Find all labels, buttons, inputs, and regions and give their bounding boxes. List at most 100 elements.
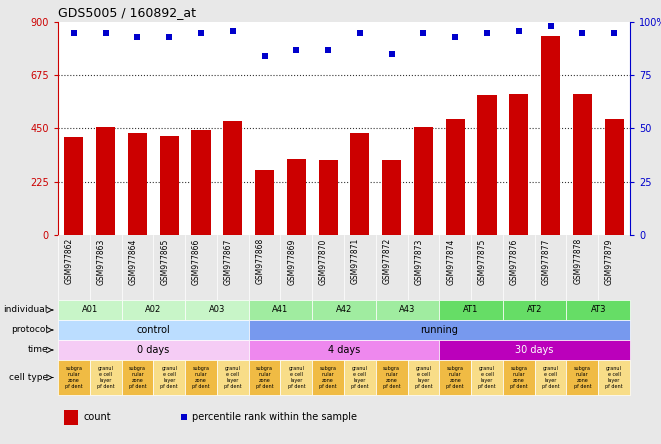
Text: GSM977878: GSM977878 — [573, 238, 582, 285]
Text: A02: A02 — [145, 305, 161, 314]
Text: GSM977879: GSM977879 — [605, 238, 614, 285]
Text: time: time — [27, 345, 48, 354]
Bar — [96, 127, 115, 235]
Bar — [312, 300, 375, 320]
Text: 0 days: 0 days — [137, 345, 169, 355]
Bar — [160, 135, 178, 235]
Bar — [440, 360, 471, 395]
Text: GSM977873: GSM977873 — [414, 238, 424, 285]
Text: control: control — [136, 325, 171, 335]
Text: 30 days: 30 days — [516, 345, 554, 355]
Bar — [350, 133, 369, 235]
Text: A41: A41 — [272, 305, 289, 314]
Bar — [375, 300, 440, 320]
Bar — [541, 36, 560, 235]
Text: GSM977866: GSM977866 — [192, 238, 201, 285]
Bar — [64, 137, 83, 235]
Text: subgra
nular
zone
pf dent: subgra nular zone pf dent — [319, 366, 337, 388]
Bar — [185, 360, 217, 395]
Text: GSM977864: GSM977864 — [128, 238, 137, 285]
Text: granul
e cell
layer
pf dent: granul e cell layer pf dent — [542, 366, 559, 388]
Text: GSM977875: GSM977875 — [478, 238, 487, 285]
Bar — [249, 320, 630, 340]
Text: GSM977876: GSM977876 — [510, 238, 519, 285]
Text: granul
e cell
layer
pf dent: granul e cell layer pf dent — [414, 366, 432, 388]
Text: subgra
nular
zone
pf dent: subgra nular zone pf dent — [574, 366, 591, 388]
Text: granul
e cell
layer
pf dent: granul e cell layer pf dent — [478, 366, 496, 388]
Text: count: count — [84, 412, 111, 423]
Bar — [122, 360, 153, 395]
Bar — [382, 160, 401, 235]
Text: AT1: AT1 — [463, 305, 479, 314]
Bar — [503, 360, 535, 395]
Bar — [408, 360, 440, 395]
Text: GSM977872: GSM977872 — [383, 238, 392, 285]
Bar — [185, 300, 249, 320]
Text: granul
e cell
layer
pf dent: granul e cell layer pf dent — [288, 366, 305, 388]
Bar — [249, 300, 312, 320]
Bar — [153, 360, 185, 395]
Bar — [63, 410, 78, 425]
Text: GSM977871: GSM977871 — [351, 238, 360, 285]
Bar — [249, 340, 440, 360]
Text: GDS5005 / 160892_at: GDS5005 / 160892_at — [58, 7, 196, 20]
Bar — [58, 320, 249, 340]
Bar — [414, 127, 433, 235]
Text: GSM977868: GSM977868 — [256, 238, 264, 285]
Bar — [440, 340, 630, 360]
Bar — [535, 360, 566, 395]
Text: subgra
nular
zone
pf dent: subgra nular zone pf dent — [129, 366, 146, 388]
Bar — [471, 360, 503, 395]
Text: subgra
nular
zone
pf dent: subgra nular zone pf dent — [256, 366, 274, 388]
Bar — [566, 360, 598, 395]
Text: granul
e cell
layer
pf dent: granul e cell layer pf dent — [161, 366, 178, 388]
Bar — [255, 170, 274, 235]
Text: individual: individual — [3, 305, 48, 314]
Bar — [446, 119, 465, 235]
Bar — [90, 360, 122, 395]
Text: GSM977867: GSM977867 — [224, 238, 233, 285]
Bar — [509, 94, 528, 235]
Text: granul
e cell
layer
pf dent: granul e cell layer pf dent — [224, 366, 241, 388]
Text: subgra
nular
zone
pf dent: subgra nular zone pf dent — [446, 366, 464, 388]
Bar — [573, 94, 592, 235]
Bar — [344, 360, 375, 395]
Text: GSM977870: GSM977870 — [319, 238, 328, 285]
Bar — [477, 95, 496, 235]
Text: GSM977869: GSM977869 — [288, 238, 296, 285]
Text: GSM977862: GSM977862 — [65, 238, 74, 285]
Text: A01: A01 — [82, 305, 98, 314]
Text: percentile rank within the sample: percentile rank within the sample — [192, 412, 358, 423]
Text: A03: A03 — [209, 305, 225, 314]
Bar — [128, 133, 147, 235]
Bar — [223, 121, 243, 235]
Bar — [287, 159, 306, 235]
Bar — [249, 360, 280, 395]
Text: AT2: AT2 — [527, 305, 543, 314]
Bar — [605, 119, 623, 235]
Bar — [503, 300, 566, 320]
Text: A42: A42 — [336, 305, 352, 314]
Bar — [566, 300, 630, 320]
Bar — [217, 360, 249, 395]
Bar — [280, 360, 312, 395]
Bar — [440, 300, 503, 320]
Bar — [58, 300, 122, 320]
Text: protocol: protocol — [11, 325, 48, 334]
Bar — [319, 160, 338, 235]
Text: GSM977863: GSM977863 — [97, 238, 106, 285]
Bar — [192, 130, 211, 235]
Text: cell type: cell type — [9, 373, 48, 382]
Text: granul
e cell
layer
pf dent: granul e cell layer pf dent — [351, 366, 369, 388]
Bar — [312, 360, 344, 395]
Bar — [58, 340, 249, 360]
Text: granul
e cell
layer
pf dent: granul e cell layer pf dent — [605, 366, 623, 388]
Bar — [598, 360, 630, 395]
Text: 4 days: 4 days — [328, 345, 360, 355]
Text: A43: A43 — [399, 305, 416, 314]
Text: GSM977865: GSM977865 — [160, 238, 169, 285]
Text: subgra
nular
zone
pf dent: subgra nular zone pf dent — [383, 366, 401, 388]
Text: GSM977874: GSM977874 — [446, 238, 455, 285]
Bar — [58, 360, 90, 395]
Text: granul
e cell
layer
pf dent: granul e cell layer pf dent — [97, 366, 114, 388]
